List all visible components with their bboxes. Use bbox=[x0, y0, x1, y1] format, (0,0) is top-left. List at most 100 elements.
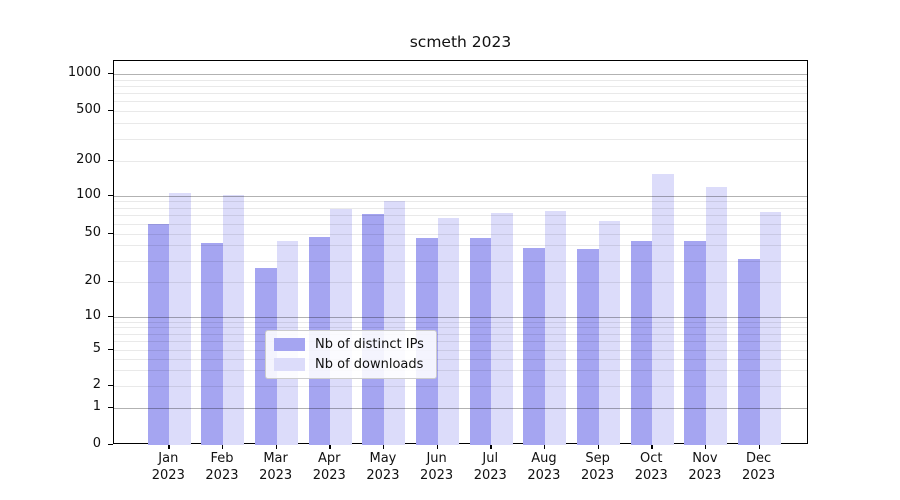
bar-nov-downloads bbox=[705, 187, 728, 445]
gridline-1000 bbox=[114, 74, 807, 75]
y-tick-label-1000: 1000 bbox=[67, 65, 101, 80]
gridline-200 bbox=[114, 161, 807, 162]
x-tick-label-oct: Oct 2023 bbox=[634, 451, 668, 483]
bar-aug-distinct-ips bbox=[523, 248, 545, 445]
bar-jan-downloads bbox=[169, 193, 191, 445]
bar-may-downloads bbox=[383, 201, 406, 445]
gridline-900 bbox=[114, 79, 807, 81]
x-tick-label-feb: Feb 2023 bbox=[205, 451, 239, 483]
x-tick-sep bbox=[597, 444, 599, 449]
bar-sep-distinct-ips bbox=[577, 249, 599, 445]
y-tick-label-1: 1 bbox=[92, 399, 101, 414]
y-tick-label-200: 200 bbox=[76, 152, 101, 167]
y-tick-50 bbox=[108, 232, 113, 234]
gridline-5 bbox=[114, 350, 807, 351]
legend-swatch-distinct-ips bbox=[274, 338, 305, 351]
gridline-500 bbox=[114, 111, 807, 112]
y-tick-100 bbox=[108, 194, 113, 196]
gridline-400 bbox=[114, 123, 807, 125]
gridline-60 bbox=[114, 223, 807, 225]
bar-oct-distinct-ips bbox=[630, 241, 653, 445]
gridline-40 bbox=[114, 245, 807, 247]
bar-nov-distinct-ips bbox=[684, 241, 706, 445]
gridline-6 bbox=[114, 341, 807, 343]
x-tick-label-dec: Dec 2023 bbox=[742, 451, 776, 483]
x-tick-label-nov: Nov 2023 bbox=[688, 451, 722, 483]
gridline-3 bbox=[114, 370, 807, 372]
y-tick-label-50: 50 bbox=[84, 224, 101, 240]
x-tick-label-jul: Jul 2023 bbox=[473, 451, 507, 483]
x-tick-feb bbox=[221, 444, 224, 449]
gridline-8 bbox=[114, 327, 807, 329]
gridline-20 bbox=[114, 282, 807, 283]
y-tick-5 bbox=[108, 349, 113, 351]
x-tick-aug bbox=[543, 444, 546, 449]
x-tick-jul bbox=[490, 444, 492, 449]
bar-aug-downloads bbox=[544, 210, 567, 445]
bar-feb-distinct-ips bbox=[201, 242, 223, 445]
x-tick-mar bbox=[275, 444, 277, 449]
bar-jul-downloads bbox=[491, 212, 513, 445]
y-tick-label-10: 10 bbox=[84, 307, 101, 323]
x-tick-apr bbox=[329, 444, 331, 449]
x-tick-dec bbox=[758, 444, 760, 449]
y-tick-500 bbox=[108, 110, 113, 112]
bar-dec-distinct-ips bbox=[738, 258, 760, 445]
legend-swatch-downloads bbox=[274, 358, 305, 371]
gridline-70 bbox=[114, 215, 807, 217]
gridline-7 bbox=[114, 333, 807, 335]
gridline-300 bbox=[114, 138, 807, 140]
gridline-90 bbox=[114, 201, 807, 203]
bar-apr-downloads bbox=[330, 209, 352, 445]
legend-label-downloads: Nb of downloads bbox=[315, 357, 424, 372]
y-tick-label-2: 2 bbox=[92, 377, 101, 392]
x-tick-label-apr: Apr 2023 bbox=[312, 451, 346, 483]
legend: Nb of distinct IPs Nb of downloads bbox=[265, 330, 437, 379]
y-tick-label-500: 500 bbox=[76, 102, 101, 117]
y-tick-label-0: 0 bbox=[92, 436, 101, 451]
bar-oct-downloads bbox=[652, 173, 674, 445]
gridline-50 bbox=[114, 233, 807, 235]
y-tick-20 bbox=[108, 281, 113, 283]
gridline-700 bbox=[114, 93, 807, 95]
plot-area bbox=[113, 60, 808, 445]
y-tick-label-100: 100 bbox=[76, 186, 101, 202]
legend-item-distinct-ips: Nb of distinct IPs bbox=[274, 337, 424, 352]
x-tick-may bbox=[382, 444, 385, 449]
y-tick-10 bbox=[108, 315, 113, 317]
x-tick-label-mar: Mar 2023 bbox=[259, 451, 293, 483]
bar-sep-downloads bbox=[598, 220, 621, 445]
gridline-1 bbox=[114, 408, 807, 409]
gridline-800 bbox=[114, 85, 807, 87]
x-tick-label-may: May 2023 bbox=[366, 451, 400, 483]
gridline-600 bbox=[114, 101, 807, 103]
x-tick-label-aug: Aug 2023 bbox=[527, 451, 561, 483]
bar-jan-distinct-ips bbox=[147, 223, 170, 445]
y-tick-200 bbox=[108, 160, 113, 162]
bar-dec-downloads bbox=[759, 212, 782, 445]
bar-feb-downloads bbox=[222, 195, 245, 445]
y-tick-2 bbox=[108, 385, 113, 387]
x-tick-nov bbox=[704, 444, 707, 449]
bar-jun-downloads bbox=[437, 218, 460, 445]
gridline-30 bbox=[114, 260, 807, 262]
x-tick-label-sep: Sep 2023 bbox=[581, 451, 615, 483]
gridline-9 bbox=[114, 321, 807, 323]
x-tick-jan bbox=[168, 444, 170, 449]
gridline-80 bbox=[114, 207, 807, 209]
chart-title: scmeth 2023 bbox=[409, 33, 512, 51]
gridline-4 bbox=[114, 358, 807, 360]
bar-may-distinct-ips bbox=[362, 213, 384, 445]
y-tick-label-5: 5 bbox=[92, 341, 101, 356]
x-tick-oct bbox=[651, 444, 653, 449]
gridline-2 bbox=[114, 386, 807, 387]
gridline-100 bbox=[114, 195, 807, 197]
x-tick-label-jan: Jan 2023 bbox=[151, 451, 185, 483]
y-tick-label-20: 20 bbox=[84, 273, 101, 288]
y-tick-1000 bbox=[108, 73, 113, 75]
bar-jul-distinct-ips bbox=[469, 237, 492, 445]
y-tick-1 bbox=[108, 407, 113, 409]
x-tick-label-jun: Jun 2023 bbox=[420, 451, 454, 483]
y-tick-0 bbox=[108, 444, 113, 446]
